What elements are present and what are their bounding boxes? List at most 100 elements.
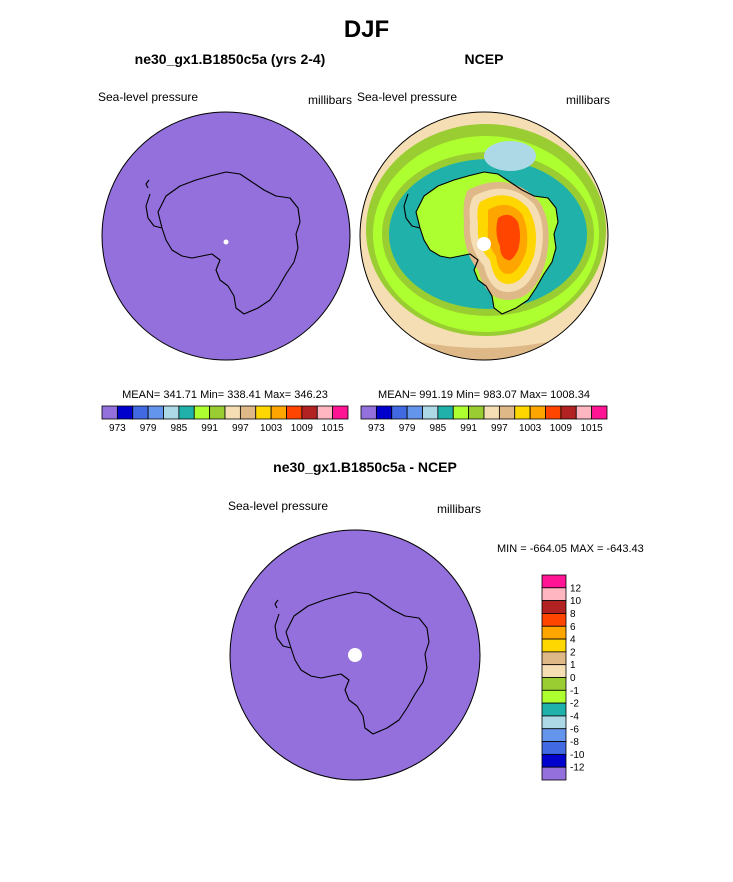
- panel3-colorbar-swatch: [541, 689, 567, 704]
- panel3-colorbar-swatch: [541, 741, 567, 755]
- panel1-stats: MEAN= 341.71 Min= 338.41 Max= 346.23: [122, 389, 328, 401]
- panel1-colorbar-tick-label: 997: [232, 423, 249, 434]
- panel1-field: [101, 111, 351, 361]
- panel1-colorbar-swatch: [163, 405, 180, 420]
- panel2-colorbar-swatch: [422, 405, 439, 420]
- panel2-colorbar-tick-label: 985: [430, 423, 447, 434]
- panel2-pole-marker: [477, 237, 491, 251]
- panel3-colorbar-tick-label: 0: [570, 673, 576, 684]
- panel3-colorbar-tick-label: -6: [570, 724, 579, 735]
- panel1-peninsula-coast: [145, 193, 163, 229]
- panel1-colorbar-swatch: [193, 405, 211, 420]
- panel2-units-label: millibars: [566, 93, 611, 107]
- panel3-colorbar-tick-label: -2: [570, 699, 579, 710]
- panel1-title: ne30_gx1.B1850c5a (yrs 2-4): [134, 51, 326, 67]
- panel1-colorbar-ticks: 973 979 985 991 997 1003 1009 1015: [109, 423, 344, 434]
- panel1-colorbar-swatch: [147, 405, 164, 420]
- panel3-peninsula-coast: [274, 613, 292, 649]
- panel1-colorbar-tick-label: 985: [171, 423, 188, 434]
- panel1-antarctica-coastline: [157, 171, 301, 315]
- panel2-colorbar-swatches: [360, 405, 608, 420]
- panel1-colorbar-tick-label: 1015: [322, 423, 345, 434]
- panel2-colorbar-swatch: [498, 405, 516, 420]
- panel3-colorbar-swatch: [541, 728, 567, 742]
- panel1-colorbar-swatches: [101, 405, 349, 420]
- panel3-colorbar-tick-label: -12: [570, 763, 585, 774]
- panel2-variable-label: Sea-level pressure: [357, 90, 458, 104]
- panel2-colorbar-swatch: [437, 405, 454, 420]
- panel1-colorbar-tick-label: 991: [201, 423, 218, 434]
- panel2-colorbar-swatch: [483, 405, 500, 420]
- panel3-colorbar-swatch: [541, 677, 567, 691]
- panel2-colorbar-swatch: [545, 405, 562, 420]
- panel1-colorbar-swatch: [270, 405, 287, 420]
- panel2-colorbar-swatch: [560, 405, 577, 420]
- panel1-variable-label: Sea-level pressure: [98, 90, 199, 104]
- panel3-colorbar-swatches: [541, 574, 567, 781]
- panel2-peninsula-coast: [403, 193, 421, 229]
- panel3-colorbar-swatch: [541, 587, 567, 602]
- panel3-colorbar-swatch: [541, 651, 567, 666]
- panel2-high-max: [496, 214, 520, 261]
- panel2-colorbar-swatch: [406, 405, 423, 420]
- panel3-map: [229, 529, 481, 781]
- panel2-colorbar-tick-label: 1015: [581, 423, 604, 434]
- panel3-colorbar-swatch: [541, 638, 567, 653]
- panel3-island-outline: [274, 599, 279, 609]
- panel3-colorbar-tick-label: -1: [570, 686, 579, 697]
- panel1-colorbar-tick-label: 979: [140, 423, 157, 434]
- panel1-colorbar-tick-label: 1009: [291, 423, 314, 434]
- panel2-colorbar-swatch: [591, 405, 608, 420]
- panel2-colorbar-swatch: [360, 405, 377, 420]
- panel3-colorbar-tick-label: 8: [570, 609, 576, 620]
- panel3-antarctica-coastline: [285, 591, 430, 735]
- panel3-colorbar-swatch: [541, 613, 567, 627]
- page-title: DJF: [343, 16, 390, 43]
- panel3-units-label: millibars: [437, 502, 482, 516]
- panel1-colorbar: 973 979 985 991 997 1003 1009 1015: [101, 405, 349, 434]
- panel2-colorbar: 973 979 985 991 997 1003 1009 1015: [360, 405, 608, 434]
- panel3-colorbar-swatch: [541, 625, 567, 640]
- panel1-colorbar-swatch: [239, 405, 257, 420]
- panel2-colorbar-tick-label: 1003: [519, 423, 542, 434]
- panel3-colorbar-tick-label: 10: [570, 596, 582, 607]
- panel3-colorbar-tick-label: 12: [570, 583, 582, 594]
- panel2-colorbar-swatch: [514, 405, 531, 420]
- panel3-colorbar-swatch: [541, 702, 567, 717]
- panel1-colorbar-swatch: [332, 405, 349, 420]
- panel2-colorbar-swatch: [375, 405, 393, 420]
- panel3-title: ne30_gx1.B1850c5a - NCEP: [273, 459, 457, 475]
- panel3-pole-marker: [348, 648, 362, 662]
- panel3-colorbar-tick-label: 1: [570, 660, 576, 671]
- panel1-colorbar-swatch: [316, 405, 334, 420]
- panel1-colorbar-swatch: [224, 405, 241, 420]
- panel1-colorbar-swatch: [255, 405, 272, 420]
- panel2-colorbar-swatch: [468, 405, 485, 420]
- panel3-colorbar-tick-label: 6: [570, 622, 576, 633]
- panel3-colorbar-swatch: [541, 574, 567, 589]
- panel2-map: [359, 111, 609, 361]
- panel2-colorbar-tick-label: 973: [368, 423, 385, 434]
- panel2-coastline: [415, 171, 559, 315]
- panel2-colorbar-ticks: 973 979 985 991 997 1003 1009 1015: [368, 423, 603, 434]
- panel3-colorbar-swatch: [541, 664, 567, 678]
- panel1-units-label: millibars: [308, 93, 353, 107]
- panel2-colorbar-swatch: [529, 405, 546, 420]
- panel2-colorbar-swatch: [391, 405, 408, 420]
- panel1-colorbar-swatch: [301, 405, 318, 420]
- panel2-title: NCEP: [464, 51, 504, 67]
- panel2-colorbar-tick-label: 979: [399, 423, 416, 434]
- panel1-map: [101, 111, 351, 361]
- panel2-colorbar-swatch: [575, 405, 593, 420]
- panel2-colorbar-tick-label: 1009: [550, 423, 573, 434]
- panel1-colorbar-swatch: [132, 405, 149, 420]
- panel3-colorbar-tick-label: -8: [570, 737, 579, 748]
- panel1-colorbar-tick-label: 973: [109, 423, 126, 434]
- panel3-colorbar-swatch: [541, 766, 567, 781]
- panel3-colorbar-swatch: [541, 753, 567, 768]
- panel2-low-center: [484, 141, 536, 171]
- panel1-colorbar-swatch: [286, 405, 303, 420]
- panel1-colorbar-swatch: [116, 405, 134, 420]
